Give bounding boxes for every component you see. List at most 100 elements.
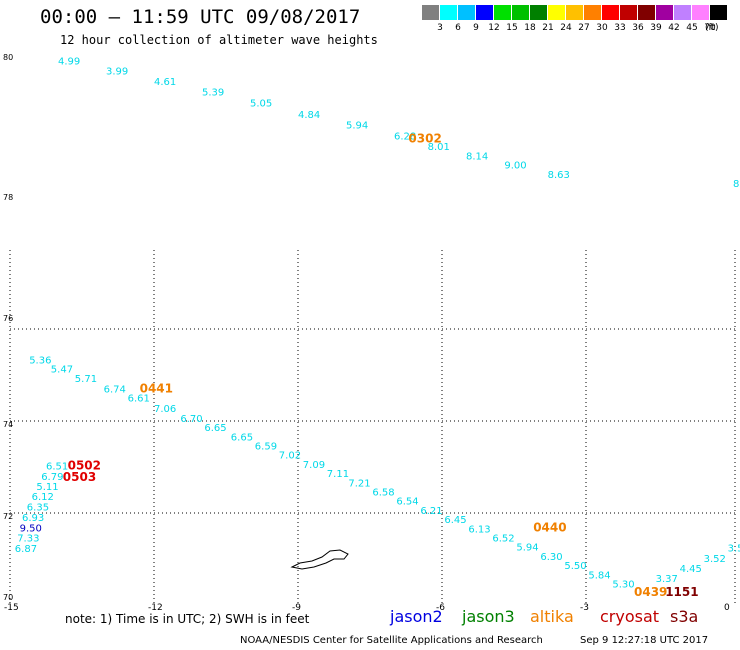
wave-height-label: 6.28 <box>394 131 416 142</box>
wave-height-label: 5.50 <box>564 561 586 572</box>
wave-height-label: 4.61 <box>154 77 176 88</box>
legend-label: 18 <box>524 23 536 33</box>
wave-height-label: 6.93 <box>22 513 44 524</box>
wave-height-label: 5.94 <box>516 543 538 554</box>
wave-height-label: 7.21 <box>348 478 370 489</box>
legend-swatch <box>584 5 601 20</box>
pass-time-label: 0441 <box>140 381 173 395</box>
legend-swatch <box>494 5 511 20</box>
legend-label: 21 <box>542 23 554 33</box>
x-tick-label: -9 <box>292 603 301 613</box>
wave-height-label: 7.02 <box>279 451 301 462</box>
wave-height-label: 5.94 <box>346 120 368 131</box>
legend-label: 33 <box>614 23 626 33</box>
wave-height-label: 7.06 <box>154 404 176 415</box>
y-tick-label: 80 <box>3 53 13 62</box>
wave-height-label: 8 <box>733 179 739 190</box>
page-title: 00:00 – 11:59 UTC 09/08/2017 <box>40 6 361 28</box>
island-outline <box>290 549 349 570</box>
legend-swatch <box>458 5 475 20</box>
wave-height-label: 4.99 <box>58 56 80 67</box>
wave-height-label: 5.30 <box>612 580 634 591</box>
wave-height-label: 3.37 <box>656 574 678 585</box>
mission-cryosat: cryosat <box>600 607 660 626</box>
y-tick-label: 74 <box>3 420 13 429</box>
wave-height-label: 6.30 <box>540 552 562 563</box>
legend-label: 27 <box>578 23 590 33</box>
legend-label: 36 <box>632 23 644 33</box>
wave-height-label: 7.33 <box>17 534 39 545</box>
wave-height-label: 6.45 <box>444 515 466 526</box>
wave-height-label: 6.12 <box>32 492 54 503</box>
y-tick-label: 78 <box>3 193 13 202</box>
pass-time-label: 0439 <box>634 585 667 599</box>
wave-height-label: 5.47 <box>51 365 73 376</box>
legend-swatch <box>422 5 439 20</box>
wave-height-label: 8.63 <box>548 170 570 181</box>
wave-height-label: 9.00 <box>504 161 526 172</box>
wave-height-label: 6.51 <box>46 461 68 472</box>
y-tick-label: 70 <box>3 593 13 602</box>
wave-height-label: 5.71 <box>75 374 97 385</box>
legend-label: 39 <box>650 23 662 33</box>
wave-height-label: 3.52 <box>704 554 726 565</box>
wave-height-label: 4.45 <box>680 564 702 575</box>
y-tick-label: 76 <box>3 314 13 323</box>
footnote: note: 1) Time is in UTC; 2) SWH is in fe… <box>65 612 310 626</box>
legend-swatch <box>638 5 655 20</box>
wave-height-label: 5.39 <box>202 87 224 98</box>
wave-height-label: 8.01 <box>428 142 450 153</box>
mission-altika: altika <box>530 607 574 626</box>
wave-height-label: 6.21 <box>420 506 442 517</box>
legend-unit: (ft) <box>705 23 719 33</box>
credit-line: NOAA/NESDIS Center for Satellite Applica… <box>240 635 543 646</box>
wave-height-label: 6.35 <box>27 503 49 514</box>
pass-time-label: 0302 <box>408 132 441 146</box>
legend-label: 15 <box>506 23 518 33</box>
wave-height-label: 4.84 <box>298 110 320 121</box>
wave-height-label: 6.52 <box>492 534 514 545</box>
legend-label: 12 <box>488 23 500 33</box>
pass-time-label: 0503 <box>63 470 96 484</box>
legend-label: 30 <box>596 23 608 33</box>
wave-height-label: 3.99 <box>106 66 128 77</box>
legend-label: 24 <box>560 23 572 33</box>
wave-height-label: 7.09 <box>303 460 325 471</box>
legend-swatch <box>656 5 673 20</box>
x-tick-label: -12 <box>148 603 163 613</box>
legend-swatch <box>530 5 547 20</box>
mission-s3a: s3a <box>670 607 699 626</box>
wave-height-label: 7.11 <box>327 469 349 480</box>
pass-time-label: 0502 <box>68 458 101 472</box>
wave-height-label: 5.11 <box>36 482 58 493</box>
wave-height-label: 6.79 <box>41 472 63 483</box>
wave-height-label: 6.54 <box>396 497 418 508</box>
legend-swatch <box>602 5 619 20</box>
x-tick-label: -6 <box>436 603 445 613</box>
legend-label: 45 <box>686 23 698 33</box>
y-tick-label: 72 <box>3 512 13 521</box>
x-tick-label: 0 <box>724 603 730 613</box>
legend-label: 3 <box>437 23 443 33</box>
pass-time-label: 0440 <box>533 520 566 534</box>
wave-height-label: 6.65 <box>231 432 253 443</box>
page-subtitle: 12 hour collection of altimeter wave hei… <box>60 33 378 47</box>
x-tick-label: -3 <box>580 603 589 613</box>
legend-swatch <box>566 5 583 20</box>
legend-label: 9 <box>473 23 479 33</box>
x-tick-label: -15 <box>4 603 19 613</box>
wave-height-label: 6.13 <box>468 524 490 535</box>
legend-swatch <box>674 5 691 20</box>
wave-height-label: 3.59 <box>728 544 740 555</box>
legend-swatch <box>620 5 637 20</box>
wave-height-label: 5.36 <box>29 356 51 367</box>
wave-height-label: 8.14 <box>466 151 488 162</box>
wave-height-label: 6.58 <box>372 488 394 499</box>
legend-label: 6 <box>455 23 461 33</box>
generation-timestamp: Sep 9 12:27:18 UTC 2017 <box>580 635 709 646</box>
legend-swatch <box>440 5 457 20</box>
legend-swatch <box>692 5 709 20</box>
wave-height-label: 6.65 <box>204 423 226 434</box>
mission-jason2: jason2 <box>390 607 443 626</box>
